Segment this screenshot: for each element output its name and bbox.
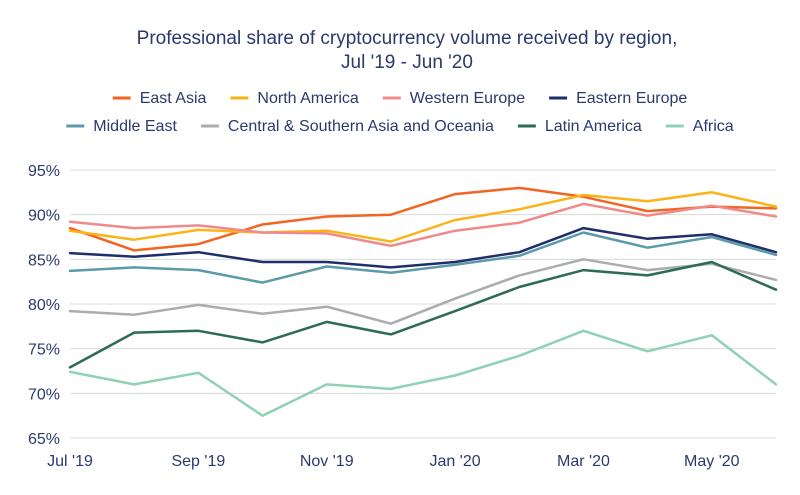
x-axis-ticks: Jul '19 Sep '19 Nov '19 Jan '20 Mar '20 May '… (47, 453, 740, 470)
y-tick-label: 90% (28, 208, 60, 225)
legend-item-middle-east: Middle East (66, 118, 177, 135)
series-lines (68, 186, 778, 417)
legend-label: Eastern Europe (576, 90, 687, 107)
series-line-eastern-europe (68, 226, 778, 269)
series-line-africa (68, 329, 778, 417)
legend-item-western-europe: Western Europe (382, 90, 525, 107)
legend-item-africa: Africa (665, 118, 734, 135)
series-line-central-southern-asia-and-oceania (68, 258, 778, 325)
legend-item-latin-america: Latin America (517, 118, 642, 135)
legend-label: Latin America (545, 118, 642, 135)
legend-label: Africa (693, 118, 734, 135)
y-tick-label: 85% (28, 252, 60, 269)
chart-title: Professional share of cryptocurrency vol… (137, 28, 678, 49)
x-tick-label: Sep '19 (171, 453, 225, 470)
series-line-middle-east (68, 231, 778, 284)
y-tick-label: 70% (28, 386, 60, 403)
series-line-latin-america (68, 260, 778, 369)
x-tick-label: Jan '20 (430, 453, 481, 470)
legend-label: Western Europe (410, 90, 525, 107)
series-line-western-europe (68, 202, 778, 248)
legend-label: Middle East (93, 118, 177, 135)
legend-label: Central & Southern Asia and Oceania (228, 118, 494, 135)
legend-label: East Asia (140, 90, 207, 107)
chart-subtitle: Jul '19 - Jun '20 (341, 52, 473, 73)
legend-item-east-asia: East Asia (112, 90, 207, 107)
y-tick-label: 80% (28, 297, 60, 314)
legend: East Asia North America Western Europe East… (66, 90, 734, 135)
x-tick-label: Nov '19 (300, 453, 354, 470)
y-tick-label: 75% (28, 342, 60, 359)
x-tick-label: Mar '20 (557, 453, 610, 470)
series-line-east-asia (68, 186, 778, 252)
y-axis-ticks: 65% 70% 75% 80% 85% 90% 95% (28, 163, 60, 448)
legend-label: North America (257, 90, 358, 107)
y-tick-label: 95% (28, 163, 60, 180)
series-line-north-america (68, 191, 778, 243)
y-tick-label: 65% (28, 431, 60, 448)
x-tick-label: Jul '19 (47, 453, 93, 470)
legend-item-central-southern-asia-and-oceania: Central & Southern Asia and Oceania (200, 118, 494, 135)
legend-item-north-america: North America (230, 90, 359, 107)
legend-item-eastern-europe: Eastern Europe (549, 90, 687, 107)
x-tick-label: May '20 (684, 453, 740, 470)
